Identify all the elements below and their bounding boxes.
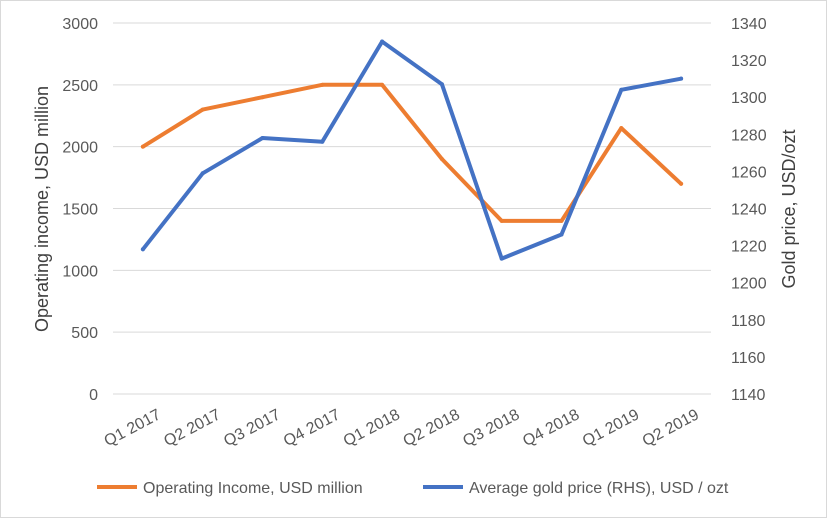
right-tick-label: 1240 (731, 202, 767, 219)
right-tick-label: 1320 (731, 53, 767, 70)
data-point-operating-income (320, 82, 325, 87)
left-tick-label: 0 (89, 387, 98, 404)
series-line-gold-price (140, 39, 684, 261)
left-tick-label: 1500 (62, 202, 98, 219)
x-tick-label: Q2 2018 (401, 406, 463, 450)
right-axis-ticks: 1140 1160 1180 1200 1220 1240 1260 1280 1300 1320… (731, 16, 767, 404)
left-tick-label: 500 (71, 325, 98, 342)
left-tick-label: 3000 (62, 16, 98, 33)
data-point-operating-income (140, 144, 145, 149)
left-tick-label: 2500 (62, 78, 98, 95)
right-tick-label: 1160 (731, 350, 766, 367)
data-point-gold-price (499, 256, 504, 261)
right-tick-label: 1260 (731, 164, 767, 181)
x-tick-label: Q3 2018 (460, 406, 522, 450)
x-tick-label: Q2 2017 (161, 406, 223, 450)
left-tick-label: 2000 (62, 140, 98, 157)
legend: Operating Income, USD million Average go… (97, 480, 729, 497)
x-tick-label: Q3 2017 (221, 406, 283, 450)
right-tick-label: 1340 (731, 16, 767, 33)
data-point-gold-price (380, 39, 385, 44)
x-tick-label: Q2 2019 (640, 406, 702, 450)
data-point-gold-price (559, 232, 564, 237)
right-tick-label: 1280 (731, 127, 767, 144)
left-axis-title: Operating income, USD million (32, 86, 52, 332)
right-tick-label: 1140 (731, 387, 766, 404)
right-axis-title: Gold price, USD/ozt (779, 129, 799, 288)
data-point-operating-income (619, 126, 624, 131)
legend-label-gold-price: Average gold price (RHS), USD / ozt (469, 480, 729, 497)
data-point-gold-price (260, 136, 265, 141)
data-point-operating-income (200, 107, 205, 112)
data-point-gold-price (679, 76, 684, 81)
right-tick-label: 1220 (731, 239, 767, 256)
x-tick-label: Q1 2019 (580, 406, 642, 450)
data-point-operating-income (499, 218, 504, 223)
right-tick-label: 1200 (731, 276, 767, 293)
data-point-gold-price (140, 247, 145, 252)
data-point-operating-income (439, 157, 444, 162)
data-point-gold-price (320, 139, 325, 144)
gridlines (113, 22, 711, 333)
data-point-gold-price (200, 171, 205, 176)
data-point-operating-income (679, 181, 684, 186)
legend-label-operating-income: Operating Income, USD million (143, 480, 363, 497)
x-tick-label: Q4 2018 (520, 406, 582, 450)
left-tick-label: 1000 (62, 263, 98, 280)
data-point-operating-income (559, 218, 564, 223)
right-tick-label: 1180 (731, 313, 766, 330)
series-line-operating-income (140, 82, 684, 223)
x-tick-label: Q1 2017 (102, 406, 164, 450)
data-point-operating-income (260, 95, 265, 100)
x-tick-label: Q4 2017 (281, 406, 343, 450)
data-point-operating-income (380, 82, 385, 87)
data-point-gold-price (619, 87, 624, 92)
x-tick-label: Q1 2018 (341, 406, 403, 450)
series-lines (140, 39, 684, 261)
left-axis-ticks: 0 500 1000 1500 2000 2500 3000 (62, 16, 98, 404)
data-point-gold-price (439, 82, 444, 87)
right-tick-label: 1300 (731, 90, 767, 107)
